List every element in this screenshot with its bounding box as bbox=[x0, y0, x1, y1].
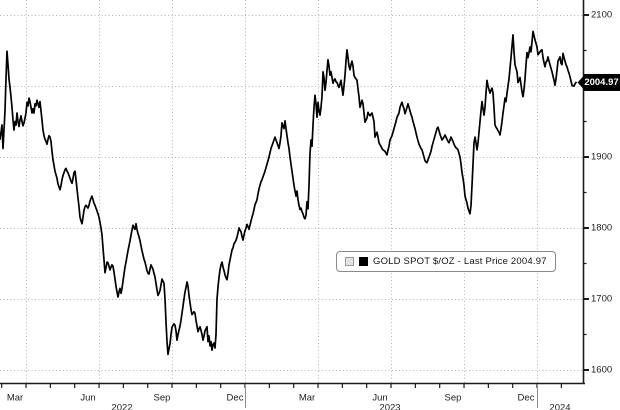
legend[interactable]: GOLD SPOT $/OZ - Last Price 2004.97 bbox=[336, 251, 556, 272]
y-tick-label: 1700 bbox=[591, 294, 612, 305]
x-year-label: 2024 bbox=[549, 402, 570, 410]
x-month-label: Mar bbox=[7, 392, 23, 403]
y-gridlines bbox=[0, 15, 583, 371]
x-month-label: Dec bbox=[227, 392, 244, 403]
y-tick-label: 1900 bbox=[591, 152, 612, 163]
x-gridlines bbox=[26, 0, 538, 383]
x-month-label: Sep bbox=[445, 392, 462, 403]
legend-toggle-checkbox-icon[interactable] bbox=[345, 257, 354, 266]
x-month-label: Sep bbox=[154, 392, 171, 403]
x-month-label: Jun bbox=[80, 392, 95, 403]
x-year-label: 2023 bbox=[379, 402, 400, 410]
last-price-tag-box bbox=[584, 73, 620, 91]
price-line bbox=[0, 30, 577, 356]
y-tick-label: 1600 bbox=[591, 365, 612, 376]
y-tick-label: 2100 bbox=[591, 10, 612, 21]
x-month-label: Jun bbox=[372, 392, 387, 403]
legend-label: GOLD SPOT $/OZ - Last Price 2004.97 bbox=[373, 256, 547, 267]
last-price-tag-arrow-icon bbox=[577, 75, 584, 90]
x-month-label: Mar bbox=[299, 392, 315, 403]
last-price-tag: 2004.97 bbox=[577, 73, 620, 91]
x-month-label: Dec bbox=[518, 392, 535, 403]
x-year-label: 2022 bbox=[111, 402, 132, 410]
y-tick-label: 1800 bbox=[591, 223, 612, 234]
x-axis-ticks: Mar Jun Sep Dec Mar Jun Sep Dec 2022 2023 2024 bbox=[1, 384, 571, 410]
last-price-value: 2004.97 bbox=[584, 77, 618, 88]
series-swatch-icon bbox=[359, 257, 368, 266]
